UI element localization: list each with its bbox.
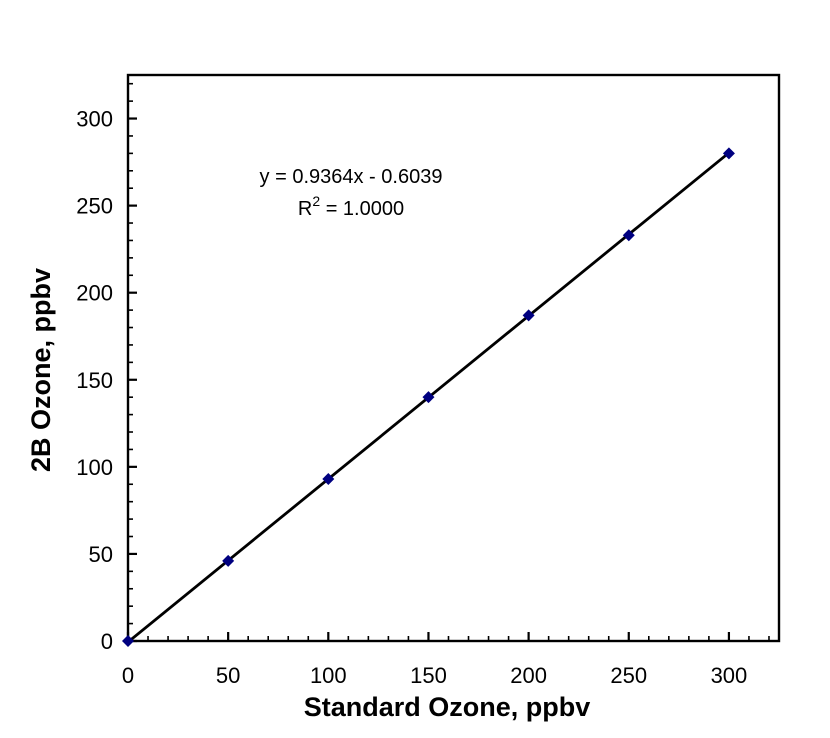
trendline-equation-text: y = 0.9364x - 0.6039 (260, 166, 443, 188)
r-squared-exponent: 2 (312, 193, 320, 209)
plot-area-frame (126, 73, 781, 643)
y-tick-label: 250 (76, 194, 113, 219)
x-axis-title: Standard Ozone, ppbv (304, 692, 591, 722)
x-tick-label: 150 (410, 663, 447, 688)
data-point-marker (122, 635, 134, 647)
y-axis-title: 2B Ozone, ppbv (26, 268, 56, 472)
data-point-marker (722, 147, 735, 160)
data-point-marker (522, 309, 535, 322)
x-tick-label: 250 (610, 663, 647, 688)
y-tick-label: 50 (89, 542, 113, 567)
x-tick-label: 200 (510, 663, 547, 688)
r-squared-base: R (298, 198, 312, 220)
y-tick-label: 200 (76, 281, 113, 306)
y-tick-label: 100 (76, 455, 113, 480)
data-point-marker (422, 391, 435, 404)
r-squared-value: = 1.0000 (320, 198, 404, 220)
chart-dynamic-layer: 0 50 100 150 200 250 300 0 50 100 150 200 250 300 (76, 82, 770, 688)
y-tick-label: 300 (76, 107, 113, 132)
y-tick-label: 150 (76, 368, 113, 393)
data-point-marker (222, 554, 235, 567)
x-tick-label: 0 (122, 663, 134, 688)
y-tick-label: 0 (101, 629, 113, 654)
x-tick-label: 50 (216, 663, 240, 688)
data-point-marker (622, 229, 635, 242)
x-tick-label: 100 (310, 663, 347, 688)
r-squared-text: R2 = 1.0000 (298, 193, 404, 220)
x-tick-label: 300 (711, 663, 748, 688)
data-point-marker (322, 473, 335, 486)
